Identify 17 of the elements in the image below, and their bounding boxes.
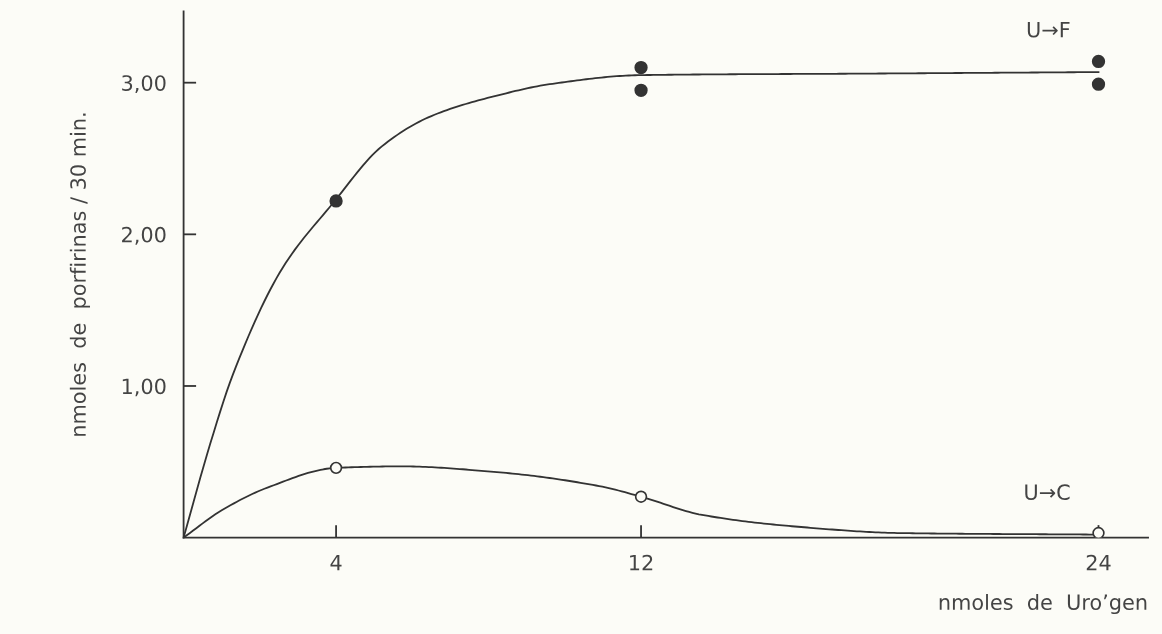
point bbox=[329, 194, 343, 208]
y-axis-title: nmoles de porfirinas / 30 min. bbox=[69, 113, 90, 436]
point bbox=[329, 461, 343, 475]
point bbox=[634, 83, 648, 97]
series-label: U→F bbox=[1027, 21, 1070, 38]
point bbox=[1091, 77, 1106, 91]
x-tick-label: 4 bbox=[330, 554, 342, 571]
series-label: U→C bbox=[1025, 484, 1070, 501]
point bbox=[1091, 54, 1106, 69]
x-axis-title: nmoles de Uro’gen bbox=[939, 593, 1147, 615]
point bbox=[634, 60, 648, 75]
y-tick-label: 1,00 bbox=[122, 378, 166, 397]
y-tick-label: 3,00 bbox=[122, 75, 166, 94]
x-tick-label: 24 bbox=[1086, 554, 1111, 571]
x-tick-label: 12 bbox=[630, 554, 653, 571]
y-tick-label: 2,00 bbox=[122, 226, 166, 245]
point bbox=[634, 490, 648, 503]
